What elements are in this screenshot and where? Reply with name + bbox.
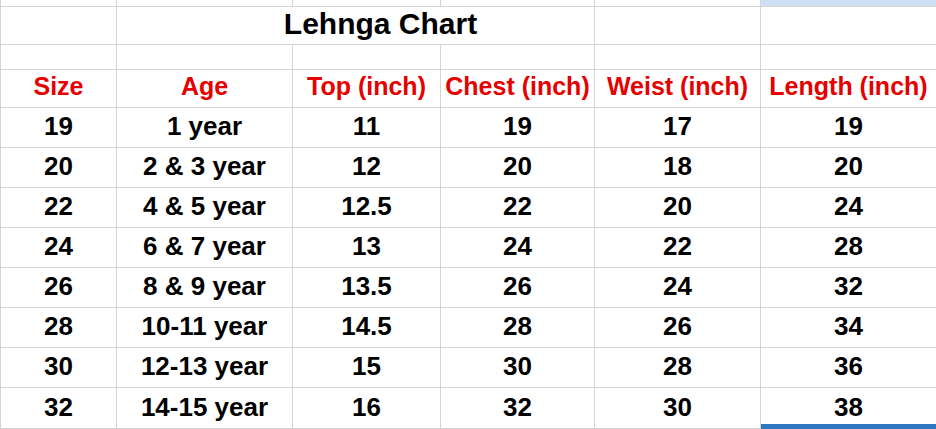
cell[interactable]: 28 <box>761 228 936 268</box>
cell-empty[interactable] <box>117 45 293 70</box>
cell[interactable]: 24 <box>595 268 761 308</box>
cell[interactable]: 4 & 5 year <box>117 188 293 228</box>
cell-empty[interactable] <box>1 45 117 70</box>
column-header-top[interactable]: Top (inch) <box>293 70 441 108</box>
cell[interactable]: 8 & 9 year <box>117 268 293 308</box>
cell[interactable]: 14.5 <box>293 308 441 348</box>
cell-empty[interactable] <box>595 45 761 70</box>
cell[interactable]: 20 <box>595 188 761 228</box>
cell[interactable]: 26 <box>595 308 761 348</box>
cell[interactable]: 10-11 year <box>117 308 293 348</box>
cell[interactable]: 24 <box>441 228 595 268</box>
cell-empty[interactable] <box>761 7 936 45</box>
column-header-length[interactable]: Length (inch) <box>761 70 936 108</box>
cell[interactable]: 19 <box>761 108 936 148</box>
cell[interactable]: 22 <box>595 228 761 268</box>
column-header-age[interactable]: Age <box>117 70 293 108</box>
cell[interactable]: 28 <box>1 308 117 348</box>
cell[interactable]: 32 <box>761 268 936 308</box>
column-header-size[interactable]: Size <box>1 70 117 108</box>
cell[interactable]: 17 <box>595 108 761 148</box>
cell[interactable]: 36 <box>761 348 936 388</box>
cell[interactable]: 1 year <box>117 108 293 148</box>
cell[interactable]: 2 & 3 year <box>117 148 293 188</box>
cell[interactable]: 20 <box>761 148 936 188</box>
spreadsheet-view: Lehnga Chart Size Age Top (inch) Chest (… <box>0 0 936 429</box>
cell[interactable]: 12.5 <box>293 188 441 228</box>
cell[interactable]: 30 <box>441 348 595 388</box>
cell-empty[interactable] <box>1 7 117 45</box>
cell-partial-row[interactable] <box>1 0 117 7</box>
cell[interactable]: 20 <box>1 148 117 188</box>
cell[interactable]: 26 <box>441 268 595 308</box>
cell[interactable]: 30 <box>595 388 761 429</box>
column-header-weist[interactable]: Weist (inch) <box>595 70 761 108</box>
column-header-chest[interactable]: Chest (inch) <box>441 70 595 108</box>
cell-partial-row[interactable] <box>595 0 761 7</box>
cell[interactable]: 28 <box>441 308 595 348</box>
cell-partial-row[interactable] <box>117 0 293 7</box>
cell[interactable]: 22 <box>1 188 117 228</box>
cell[interactable]: 20 <box>441 148 595 188</box>
cell-empty[interactable] <box>761 45 936 70</box>
cell[interactable]: 6 & 7 year <box>117 228 293 268</box>
cell[interactable]: 34 <box>761 308 936 348</box>
cell-empty[interactable] <box>595 7 761 45</box>
cell-partial-row[interactable] <box>441 0 595 7</box>
cell[interactable]: 24 <box>1 228 117 268</box>
cell[interactable]: 38 <box>761 388 936 429</box>
cell-partial-row[interactable] <box>293 0 441 7</box>
cell[interactable]: 19 <box>441 108 595 148</box>
cell[interactable]: 28 <box>595 348 761 388</box>
cell[interactable]: 32 <box>1 388 117 429</box>
cell[interactable]: 30 <box>1 348 117 388</box>
cell[interactable]: 11 <box>293 108 441 148</box>
cell[interactable]: 13 <box>293 228 441 268</box>
cell[interactable]: 15 <box>293 348 441 388</box>
cell[interactable]: 18 <box>595 148 761 188</box>
cell[interactable]: 13.5 <box>293 268 441 308</box>
cell-empty[interactable] <box>441 45 595 70</box>
selection-border-bottom <box>761 424 936 429</box>
cell[interactable]: 12-13 year <box>117 348 293 388</box>
cell[interactable]: 26 <box>1 268 117 308</box>
cell[interactable]: 16 <box>293 388 441 429</box>
cell[interactable]: 19 <box>1 108 117 148</box>
cell[interactable]: 12 <box>293 148 441 188</box>
cell[interactable]: 14-15 year <box>117 388 293 429</box>
cell[interactable]: 32 <box>441 388 595 429</box>
cell-partial-row-selected[interactable] <box>761 0 936 7</box>
cell[interactable]: 22 <box>441 188 595 228</box>
spreadsheet-grid: Lehnga Chart Size Age Top (inch) Chest (… <box>0 0 936 429</box>
cell[interactable]: 24 <box>761 188 936 228</box>
cell-empty[interactable] <box>293 45 441 70</box>
sheet-title-cell[interactable]: Lehnga Chart <box>117 7 595 45</box>
